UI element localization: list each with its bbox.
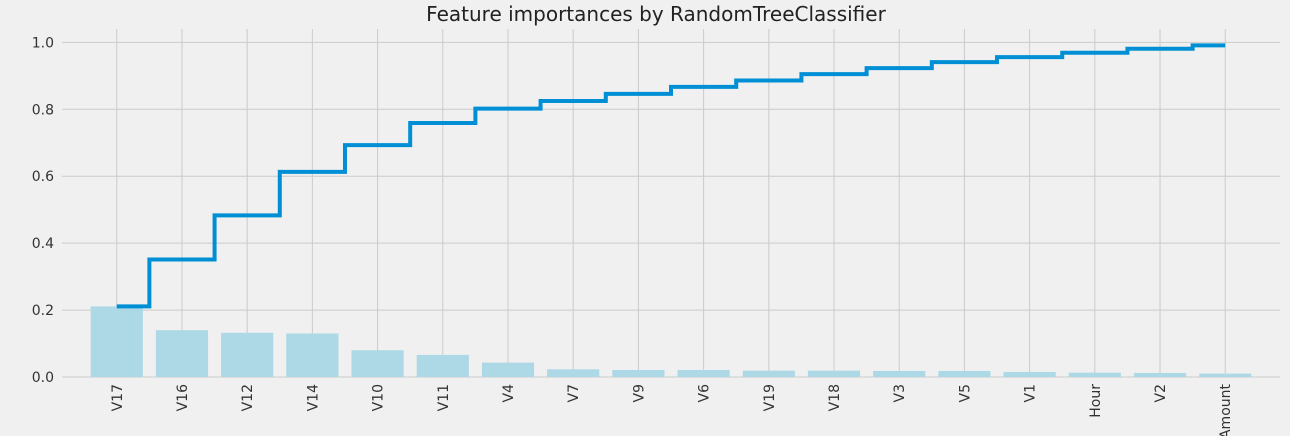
y-tick-label: 0.4 bbox=[32, 236, 54, 252]
grid-layer bbox=[62, 29, 1280, 378]
bar-layer bbox=[90, 306, 1252, 377]
bar-V7 bbox=[547, 369, 600, 377]
x-tick-label: V1 bbox=[1023, 384, 1039, 402]
x-tick-label: V17 bbox=[110, 384, 126, 411]
bar-V14 bbox=[286, 333, 339, 377]
y-tick-label: 0.6 bbox=[32, 169, 54, 185]
bar-V10 bbox=[351, 350, 404, 377]
x-tick-label: V10 bbox=[371, 384, 387, 411]
x-tick-label: V18 bbox=[827, 384, 843, 411]
bar-V16 bbox=[155, 330, 209, 377]
x-tick-label: V19 bbox=[762, 384, 778, 411]
bar-Amount bbox=[1199, 373, 1252, 377]
x-tick-label: V2 bbox=[1153, 384, 1169, 402]
bar-V11 bbox=[416, 354, 469, 377]
y-tick-label: 1.0 bbox=[32, 35, 54, 51]
bar-V9 bbox=[612, 369, 665, 377]
step-layer bbox=[116, 43, 1226, 309]
x-tick-label: V16 bbox=[175, 384, 191, 411]
bar-V19 bbox=[742, 370, 795, 377]
x-tick-label: V9 bbox=[631, 384, 647, 402]
bar-V3 bbox=[873, 370, 926, 377]
x-tick-label: V6 bbox=[697, 384, 713, 403]
x-tick-label: Hour bbox=[1088, 384, 1104, 418]
x-tick-label: V3 bbox=[892, 384, 908, 402]
bar-V5 bbox=[938, 370, 991, 377]
x-tick-label: V4 bbox=[501, 384, 517, 403]
x-tick-label: V7 bbox=[566, 384, 582, 402]
y-tick-label: 0.8 bbox=[32, 102, 54, 118]
bar-V12 bbox=[221, 332, 274, 377]
y-tick-label: 0.2 bbox=[32, 303, 54, 319]
x-tick-label: V11 bbox=[436, 384, 452, 411]
bar-V1 bbox=[1003, 371, 1056, 377]
bar-V18 bbox=[807, 370, 861, 377]
bar-Hour bbox=[1068, 372, 1121, 377]
x-tick-label: V5 bbox=[957, 384, 973, 402]
x-tick-label: V12 bbox=[240, 384, 256, 411]
x-tick-label: V14 bbox=[305, 384, 321, 411]
x-tick-label: Amount bbox=[1218, 383, 1234, 436]
cumulative-step-line bbox=[116, 43, 1226, 309]
bar-V2 bbox=[1133, 372, 1187, 377]
bar-V17 bbox=[90, 306, 143, 377]
chart-title: Feature importances by RandomTreeClassif… bbox=[426, 2, 886, 26]
y-tick-label: 0.0 bbox=[32, 370, 54, 386]
bar-V4 bbox=[481, 362, 535, 377]
bar-V6 bbox=[677, 369, 730, 377]
y-tick-layer: 0.0 0.2 0.4 0.6 0.8 1.0 bbox=[32, 35, 54, 386]
x-tick-layer: V17 V16 V12 V14 V10 V11 V4 V7 V9 V6 V19 V18 V3 V5 V1 Ho… bbox=[110, 383, 1234, 436]
